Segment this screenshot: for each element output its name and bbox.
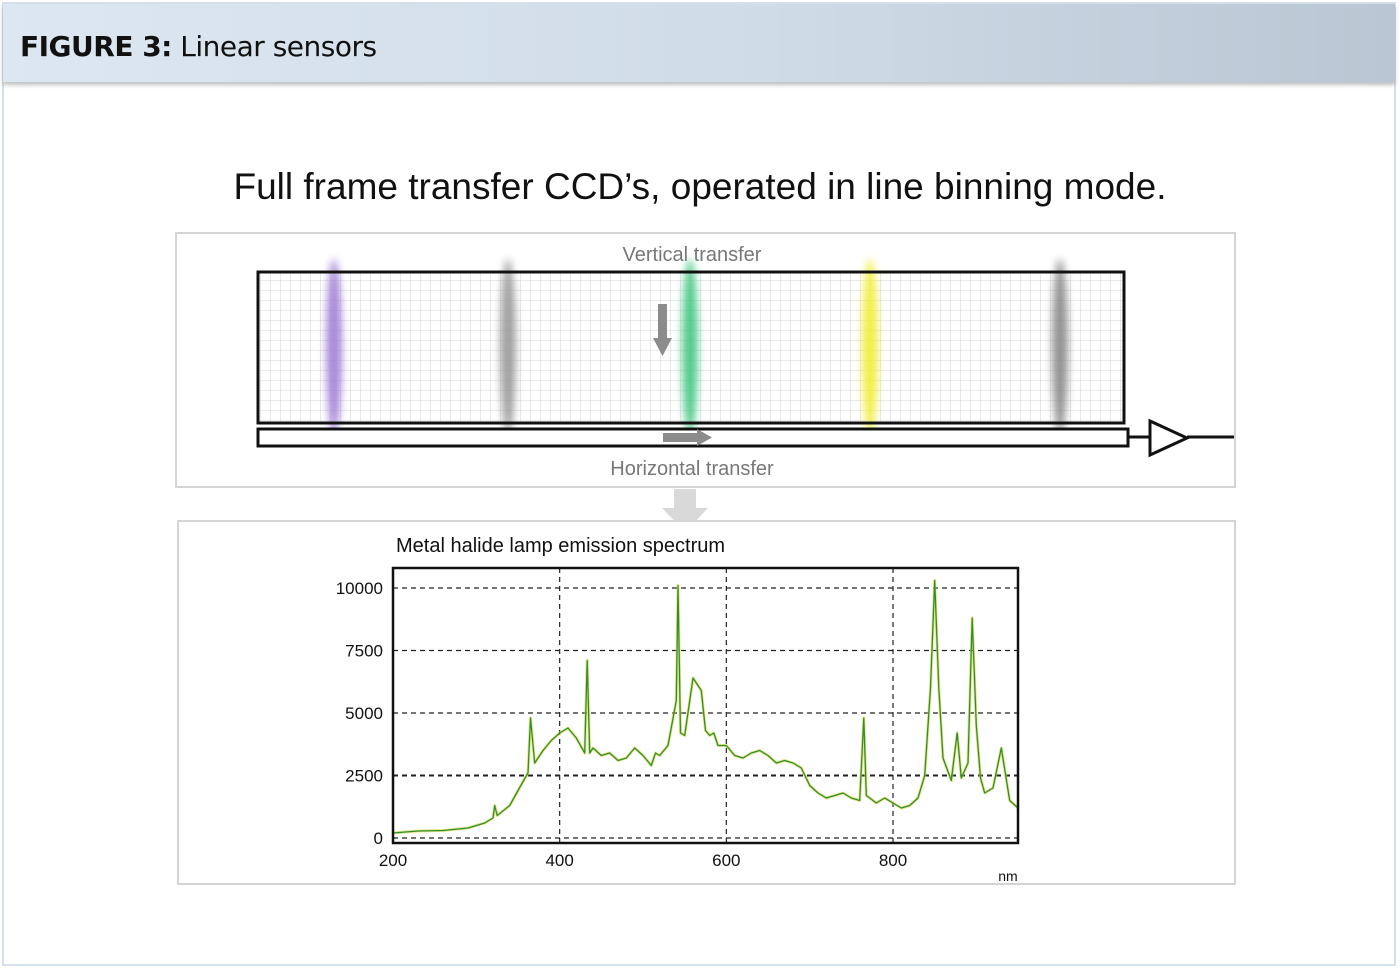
y-tick-label: 10000 xyxy=(336,579,383,598)
vertical-transfer-arrow-icon xyxy=(653,304,672,356)
horizontal-transfer-arrow-icon xyxy=(663,429,712,446)
spectral-stripe xyxy=(1052,259,1068,435)
vertical-transfer-label: Vertical transfer xyxy=(623,244,762,266)
spectral-stripe xyxy=(862,259,878,435)
x-tick-label: 400 xyxy=(545,851,573,870)
y-tick-label: 5000 xyxy=(345,704,383,723)
y-tick-label: 0 xyxy=(374,829,383,848)
figure-title: FIGURE 3: Linear sensors xyxy=(20,30,377,63)
headline: Full frame transfer CCD’s, operated in l… xyxy=(233,166,1167,207)
series-line xyxy=(392,579,1019,834)
spectral-stripes xyxy=(326,259,1068,435)
x-axis-unit-label: nm xyxy=(998,868,1017,884)
spectral-stripe xyxy=(682,259,698,435)
x-tick-label: 800 xyxy=(879,851,907,870)
figure-label: FIGURE 3: xyxy=(20,30,172,63)
output-amplifier-icon xyxy=(1128,418,1234,458)
figure-title-text: Linear sensors xyxy=(180,30,377,63)
ccd-imaging-area xyxy=(256,270,1126,425)
chart-title: Metal halide lamp emission spectrum xyxy=(396,535,725,557)
spectral-stripe xyxy=(500,259,516,435)
spectrum-chart: 0 2500 5000 7500 10000 200 400 600 800 xyxy=(336,568,1020,870)
spectral-stripe xyxy=(326,259,342,435)
horizontal-transfer-label: Horizontal transfer xyxy=(610,458,774,480)
x-tick-label: 600 xyxy=(712,851,740,870)
plot-area xyxy=(391,566,1020,845)
spectrum-panel xyxy=(177,520,1236,885)
y-tick-label: 2500 xyxy=(345,767,383,786)
figure-header: FIGURE 3: Linear sensors xyxy=(3,4,1395,82)
y-tick-label: 7500 xyxy=(345,642,383,661)
x-tick-label: 200 xyxy=(379,851,407,870)
